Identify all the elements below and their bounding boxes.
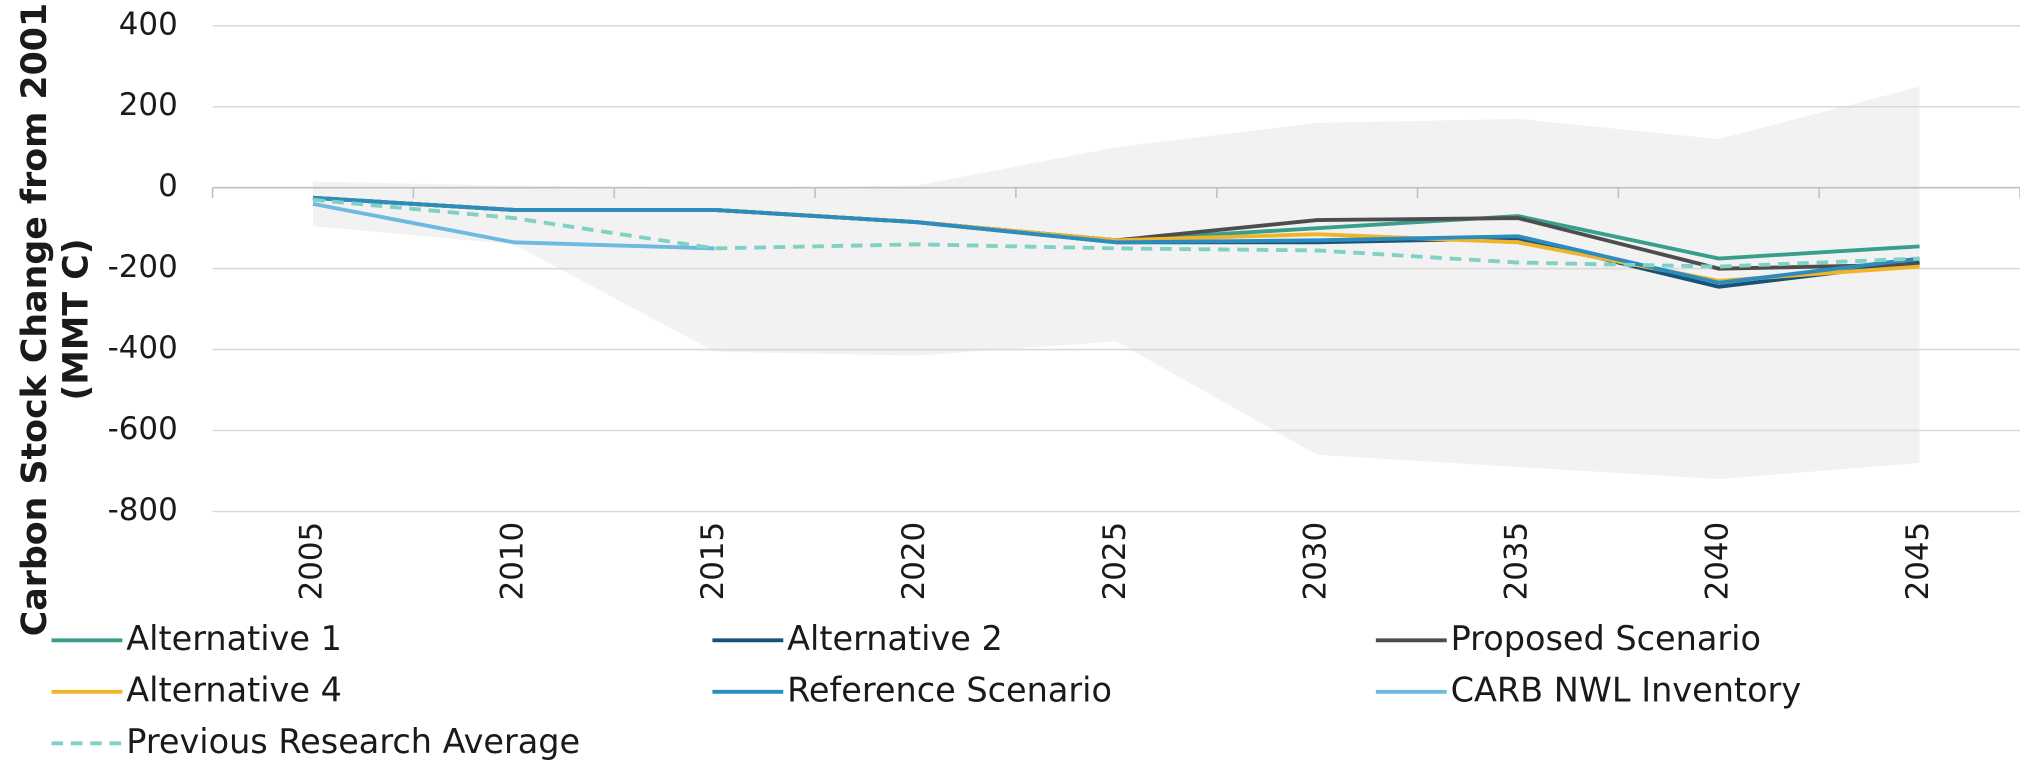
- x-tick-label: 2030: [1298, 522, 1334, 601]
- x-tick-label: 2040: [1699, 522, 1735, 601]
- series-line: [312, 201, 715, 251]
- y-tick-label: -400: [108, 330, 178, 366]
- legend-label: Proposed Scenario: [1451, 619, 1761, 658]
- y-axis-label: (MMT C): [56, 238, 96, 400]
- series-line: [312, 195, 1920, 285]
- y-tick-label: 400: [119, 6, 178, 42]
- legend-label: Previous Research Average: [126, 722, 580, 761]
- y-tick-label: 0: [158, 168, 178, 204]
- y-tick-label: -200: [108, 249, 178, 285]
- legend-label: Reference Scenario: [787, 670, 1112, 709]
- range-band: [312, 86, 1920, 480]
- y-tick-label: -800: [108, 492, 178, 528]
- x-tick-label: 2025: [1097, 522, 1133, 601]
- x-tick-label: 2035: [1498, 522, 1534, 601]
- x-tick-label: 2045: [1900, 522, 1936, 601]
- series-line: [312, 197, 1920, 269]
- y-tick-label: -600: [108, 411, 178, 447]
- legend-label: CARB NWL Inventory: [1451, 670, 1802, 709]
- legend-label: Alternative 2: [787, 619, 1003, 658]
- x-tick-label: 2005: [293, 522, 329, 601]
- legend-label: Alternative 1: [126, 619, 342, 658]
- x-tick-label: 2015: [695, 522, 731, 601]
- x-tick-label: 2010: [494, 522, 530, 601]
- y-tick-label: 200: [119, 87, 178, 123]
- y-axis-label: Carbon Stock Change from 2001: [15, 3, 55, 636]
- x-tick-label: 2020: [896, 522, 932, 601]
- legend-label: Alternative 4: [126, 670, 342, 709]
